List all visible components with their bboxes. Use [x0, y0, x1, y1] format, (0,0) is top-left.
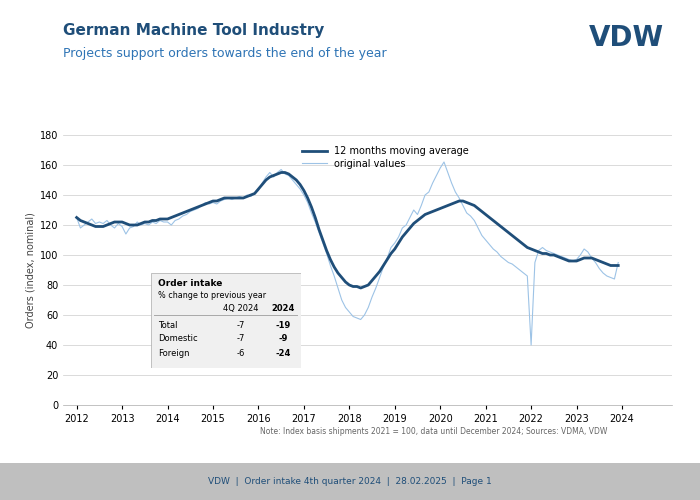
Text: VDW: VDW — [589, 24, 664, 52]
Legend: 12 months moving average, original values: 12 months moving average, original value… — [298, 142, 473, 173]
Text: Projects support orders towards the end of the year: Projects support orders towards the end … — [63, 48, 386, 60]
Text: VDW  |  Order intake 4th quarter 2024  |  28.02.2025  |  Page 1: VDW | Order intake 4th quarter 2024 | 28… — [208, 477, 492, 486]
Text: -7: -7 — [237, 321, 245, 330]
Text: Total: Total — [158, 321, 178, 330]
Text: German Machine Tool Industry: German Machine Tool Industry — [63, 22, 324, 38]
Text: -6: -6 — [237, 348, 245, 358]
Y-axis label: Orders (index, nominal): Orders (index, nominal) — [25, 212, 36, 328]
Text: -7: -7 — [237, 334, 245, 343]
Text: -9: -9 — [279, 334, 288, 343]
Text: 4Q 2024: 4Q 2024 — [223, 304, 258, 313]
Text: -19: -19 — [275, 321, 290, 330]
Text: Domestic: Domestic — [158, 334, 197, 343]
Text: Foreign: Foreign — [158, 348, 190, 358]
Text: 2024: 2024 — [272, 304, 295, 313]
Bar — [153, 314, 298, 316]
Text: Order intake: Order intake — [158, 279, 223, 288]
Text: % change to previous year: % change to previous year — [158, 292, 266, 300]
Text: -24: -24 — [275, 348, 290, 358]
Text: Note: Index basis shipments 2021 = 100, data until December 2024; Sources: VDMA,: Note: Index basis shipments 2021 = 100, … — [260, 428, 608, 436]
